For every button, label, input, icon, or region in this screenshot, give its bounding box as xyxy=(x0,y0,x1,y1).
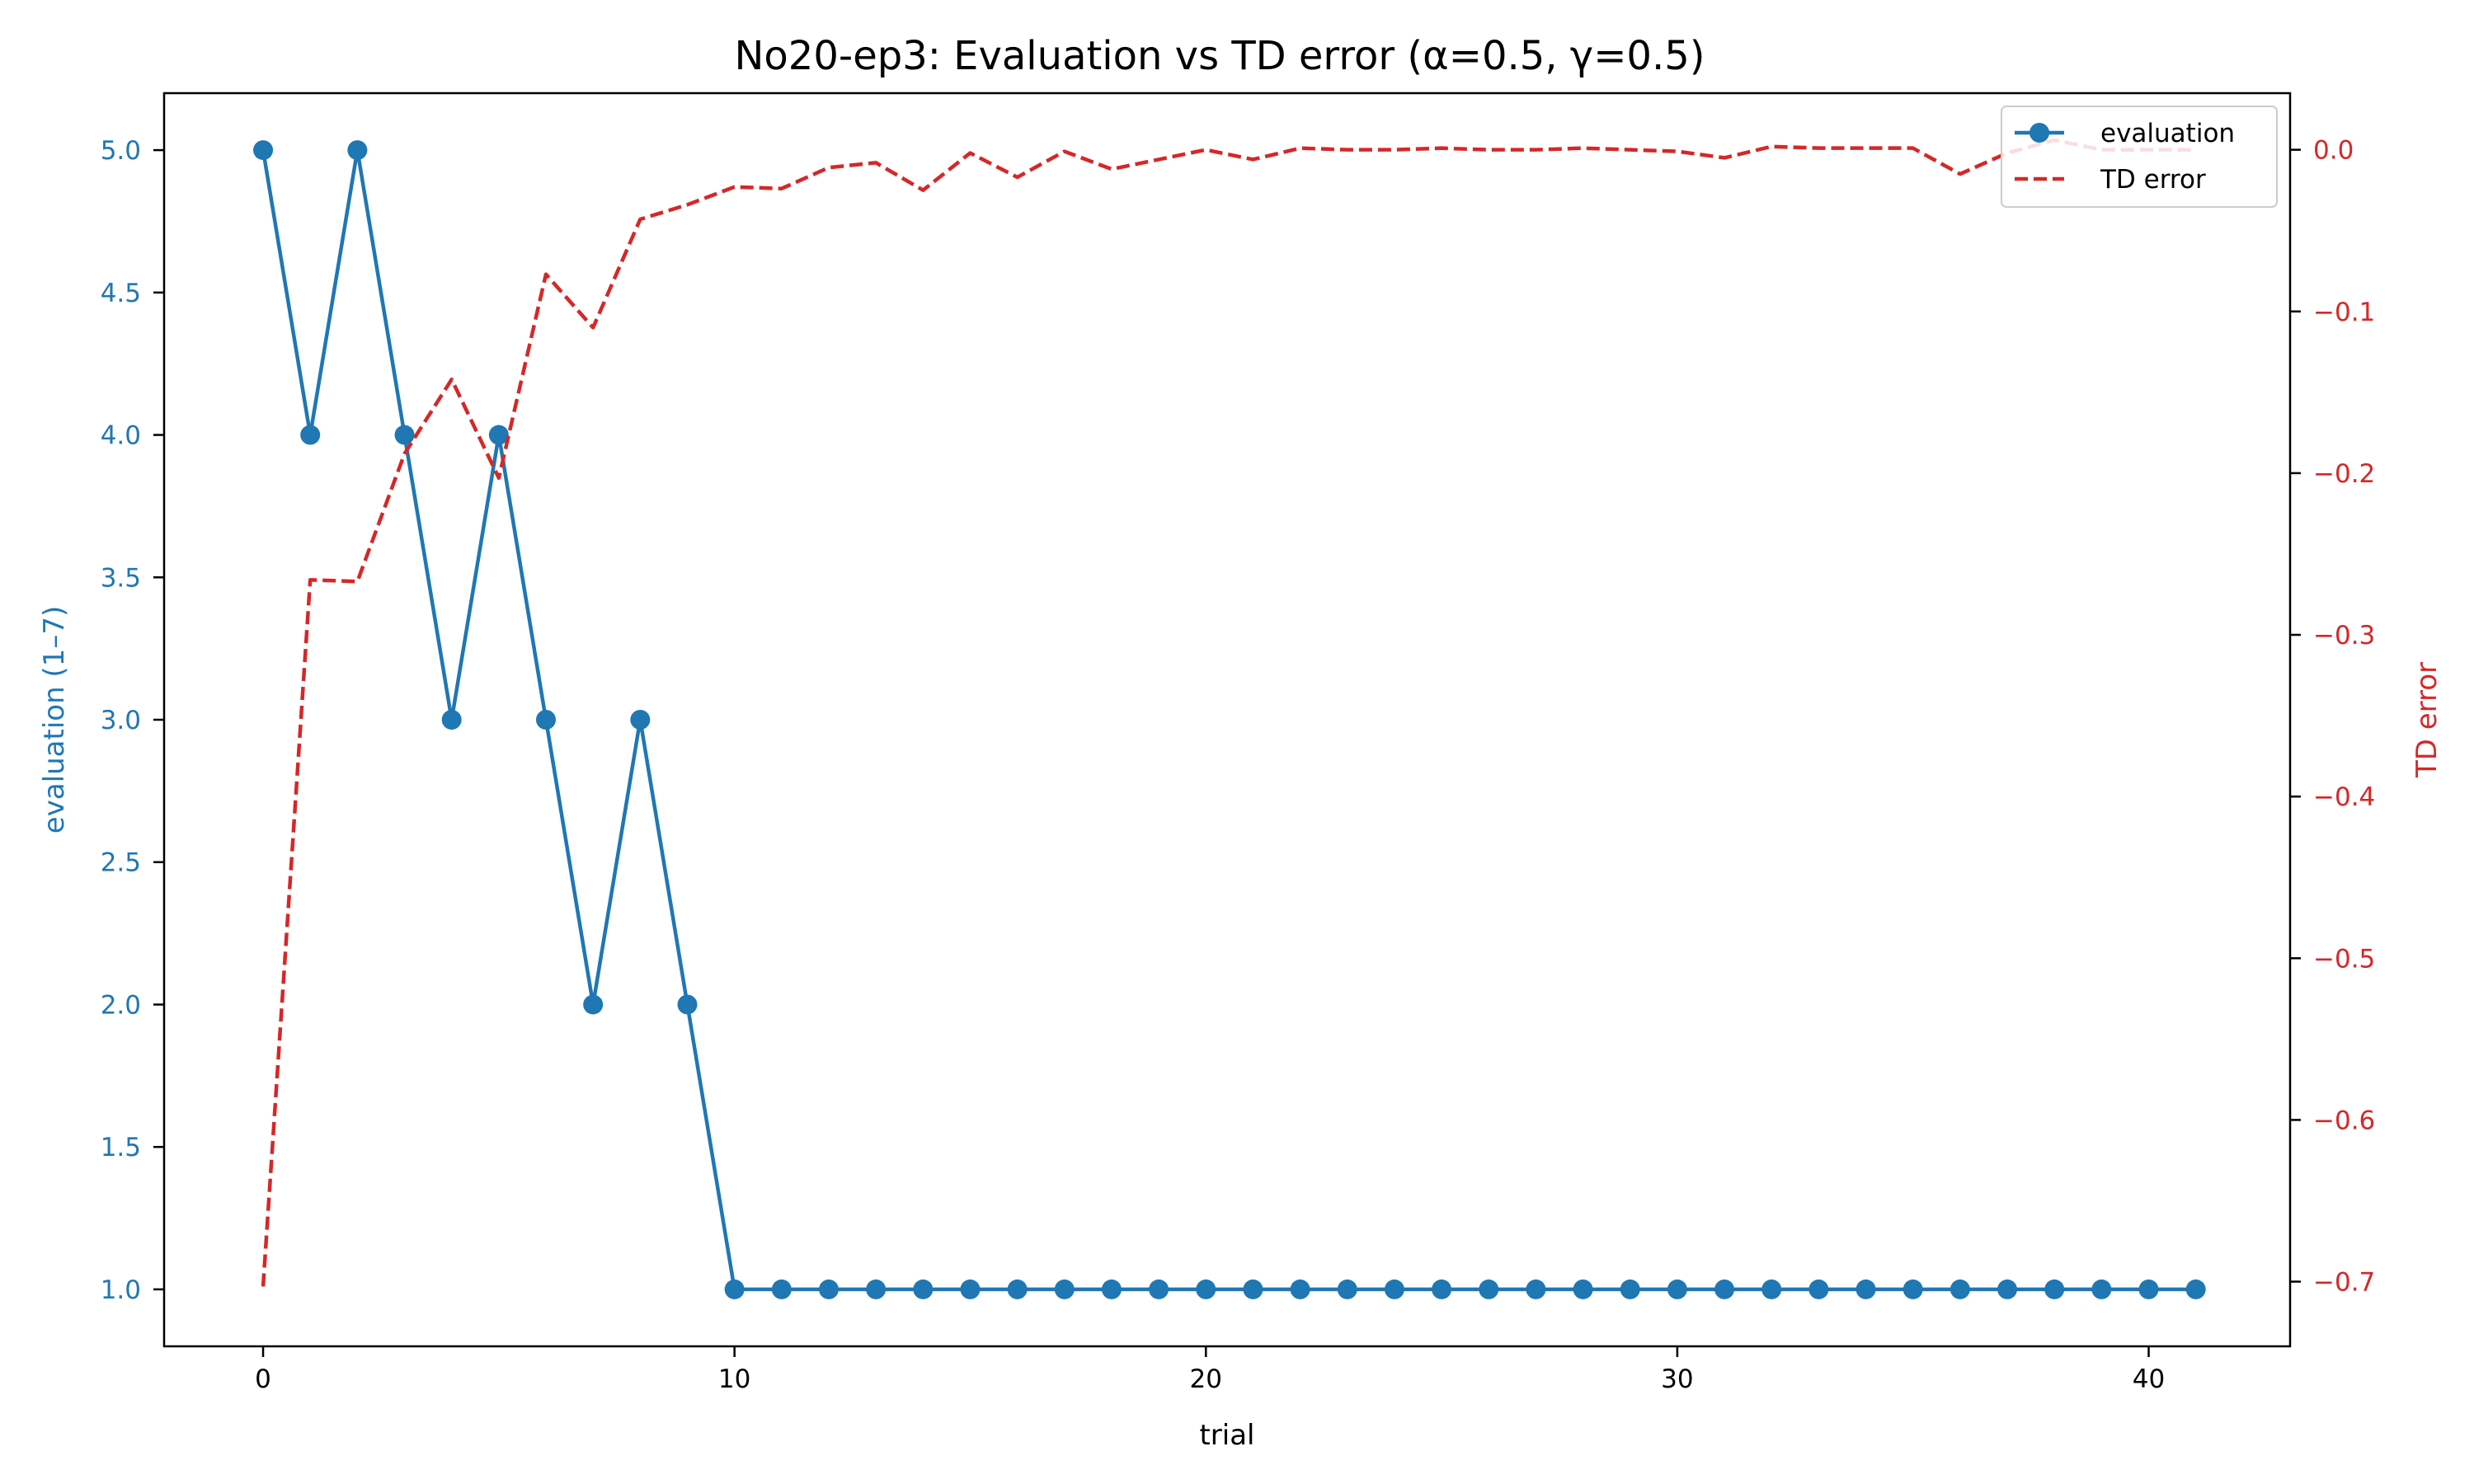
y-left-tick-label: 3.0 xyxy=(101,706,141,735)
y-right-tick-label: −0.5 xyxy=(2313,944,2375,974)
y-left-tick-label: 4.0 xyxy=(101,421,141,451)
y-left-tick-label: 3.5 xyxy=(101,563,141,593)
data-point-evaluation xyxy=(724,1279,745,1299)
y-right-tick-label: −0.2 xyxy=(2313,459,2375,489)
data-point-evaluation xyxy=(1101,1279,1122,1299)
data-point-evaluation xyxy=(1007,1279,1028,1299)
legend-evaluation-marker xyxy=(2030,123,2049,143)
data-point-evaluation xyxy=(1856,1279,1876,1299)
x-tick-label: 40 xyxy=(2133,1364,2165,1394)
data-point-evaluation xyxy=(1808,1279,1829,1299)
x-tick-label: 10 xyxy=(718,1364,750,1394)
data-point-evaluation xyxy=(1479,1279,1499,1299)
data-point-evaluation xyxy=(441,710,462,730)
data-point-evaluation xyxy=(866,1279,887,1299)
data-point-evaluation xyxy=(1950,1279,1970,1299)
data-point-evaluation xyxy=(300,425,321,445)
data-point-evaluation xyxy=(1054,1279,1075,1299)
data-point-evaluation xyxy=(2185,1279,2206,1299)
data-point-evaluation xyxy=(1243,1279,1263,1299)
data-point-evaluation xyxy=(1714,1279,1735,1299)
data-point-evaluation xyxy=(536,710,557,730)
data-point-evaluation xyxy=(1997,1279,2018,1299)
series-line-td-error xyxy=(261,138,2196,1287)
data-point-evaluation xyxy=(1526,1279,1546,1299)
data-point-evaluation xyxy=(583,994,604,1015)
data-point-evaluation xyxy=(2091,1279,2112,1299)
data-point-evaluation xyxy=(1384,1279,1404,1299)
y-right-tick-label: −0.7 xyxy=(2313,1268,2375,1298)
data-point-evaluation xyxy=(2138,1279,2159,1299)
y-right-tick-label: −0.1 xyxy=(2313,298,2375,327)
x-axis-title: trial xyxy=(1199,1419,1254,1452)
data-point-evaluation xyxy=(1149,1279,1169,1299)
y-left-tick-label: 2.0 xyxy=(101,990,141,1020)
y-right-tick-label: −0.3 xyxy=(2313,621,2375,650)
data-point-evaluation xyxy=(630,710,651,730)
data-point-evaluation xyxy=(1620,1279,1640,1299)
x-tick-label: 0 xyxy=(255,1364,271,1394)
y-left-tick-label: 1.5 xyxy=(101,1133,141,1162)
data-point-evaluation xyxy=(1761,1279,1782,1299)
data-point-evaluation xyxy=(1573,1279,1593,1299)
chart-title: No20-ep3: Evaluation vs TD error (α=0.5,… xyxy=(735,33,1705,79)
data-point-evaluation xyxy=(818,1279,839,1299)
data-point-evaluation xyxy=(253,140,274,161)
legend-td-error-label: TD error xyxy=(2100,165,2206,195)
y-axis-left-title: evaluation (1–7) xyxy=(38,606,71,834)
data-point-evaluation xyxy=(913,1279,934,1299)
y-left-tick-label: 4.5 xyxy=(101,279,141,308)
x-axis: 0 10 20 30 40 xyxy=(255,1346,2165,1394)
y-right-tick-label: −0.4 xyxy=(2313,782,2375,812)
legend-evaluation-label: evaluation xyxy=(2100,119,2235,148)
x-tick-label: 30 xyxy=(1661,1364,1693,1394)
y-left-tick-label: 2.5 xyxy=(101,848,141,878)
data-point-evaluation xyxy=(677,994,698,1015)
data-point-evaluation xyxy=(1432,1279,1452,1299)
data-point-evaluation xyxy=(2044,1279,2065,1299)
y-left-tick-label: 5.0 xyxy=(101,136,141,166)
data-point-evaluation xyxy=(488,425,509,445)
y-axis-left: 1.0 1.5 2.0 2.5 3.0 3.5 4.0 4.5 5.0 xyxy=(101,136,164,1305)
data-point-evaluation xyxy=(1290,1279,1310,1299)
y-axis-right: 0.0 −0.1 −0.2 −0.3 −0.4 −0.5 −0.6 −0.7 xyxy=(2290,136,2375,1298)
data-point-evaluation xyxy=(394,425,415,445)
plot-area xyxy=(253,138,2206,1299)
data-point-evaluation xyxy=(960,1279,981,1299)
data-point-evaluation xyxy=(1337,1279,1357,1299)
data-point-evaluation xyxy=(1903,1279,1923,1299)
y-right-tick-label: 0.0 xyxy=(2313,136,2354,166)
legend-box xyxy=(2001,106,2278,208)
data-point-evaluation xyxy=(347,140,368,161)
y-axis-right-title: TD error xyxy=(2411,662,2443,778)
y-right-tick-label: −0.6 xyxy=(2313,1106,2375,1135)
x-tick-label: 20 xyxy=(1190,1364,1222,1394)
legend: evaluation TD error xyxy=(2001,106,2278,208)
data-point-evaluation xyxy=(1667,1279,1687,1299)
y-left-tick-label: 1.0 xyxy=(101,1275,141,1305)
data-point-evaluation xyxy=(771,1279,792,1299)
data-point-evaluation xyxy=(1196,1279,1216,1299)
